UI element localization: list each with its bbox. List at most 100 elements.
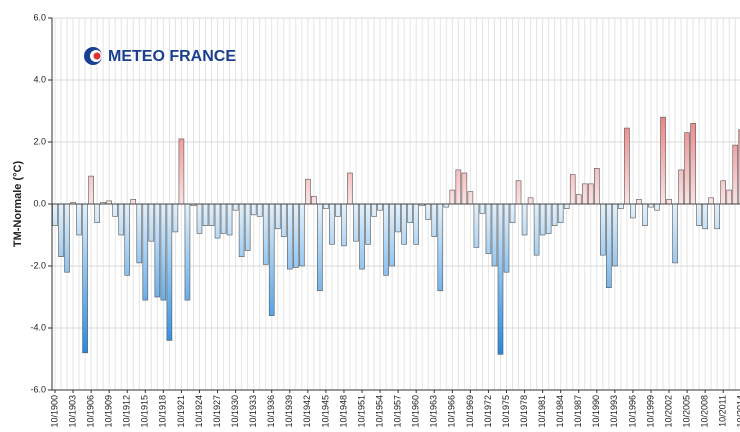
bar (377, 203, 383, 211)
bar (449, 189, 456, 205)
bar (395, 203, 401, 233)
bar (533, 203, 540, 256)
x-tick-label: 10/1984 (555, 395, 565, 428)
bar (383, 203, 389, 276)
x-tick-label: 10/1927 (212, 395, 222, 428)
y-tick-label: -2.0 (30, 260, 46, 270)
bar (630, 203, 636, 219)
bar (696, 203, 702, 227)
x-tick-label: 10/1996 (627, 395, 637, 428)
bar (636, 199, 642, 205)
x-tick-label: 10/1975 (501, 395, 511, 428)
x-tick-label: 10/1978 (519, 395, 529, 428)
x-tick-label: 10/1960 (411, 395, 421, 428)
y-tick-label: -4.0 (30, 322, 46, 332)
bar (124, 203, 131, 276)
x-tick-label: 10/2002 (663, 395, 673, 428)
bar (690, 123, 696, 205)
x-tick-label: 10/1948 (338, 395, 348, 428)
x-tick-label: 10/1924 (194, 395, 204, 428)
bar (425, 203, 432, 220)
bar (202, 203, 209, 227)
bar (184, 203, 191, 301)
bar (196, 203, 203, 234)
x-tick-label: 10/1930 (230, 395, 240, 428)
x-tick-label: 10/1903 (67, 395, 77, 428)
bar (172, 203, 179, 233)
bar (624, 127, 630, 205)
bar (497, 203, 504, 355)
bar (208, 203, 215, 227)
x-tick-label: 10/1954 (374, 395, 384, 428)
bar (359, 203, 365, 270)
bar (702, 203, 708, 230)
bar (64, 203, 70, 273)
bar (262, 203, 269, 265)
bar (58, 203, 64, 258)
bar (515, 180, 522, 205)
x-tick-label: 10/1918 (158, 395, 168, 428)
bar (178, 138, 185, 205)
x-tick-label: 10/1906 (85, 395, 95, 428)
bar (286, 203, 293, 270)
x-tick-label: 10/1933 (248, 395, 258, 428)
bar (317, 203, 323, 292)
bar (142, 203, 149, 301)
bar (220, 203, 227, 234)
x-tick-label: 10/1969 (465, 395, 475, 428)
bar (527, 197, 534, 205)
bar (292, 203, 299, 268)
x-tick-label: 10/1963 (429, 395, 439, 428)
x-tick-label: 10/1981 (537, 395, 547, 428)
bar (581, 183, 588, 205)
bar (52, 203, 58, 227)
bar (94, 203, 100, 223)
bar (575, 194, 582, 205)
bar (726, 189, 733, 205)
bar (76, 203, 82, 236)
bar (214, 203, 221, 239)
bars (52, 116, 740, 355)
logo-text: METEO FRANCE (108, 48, 236, 65)
bar (118, 203, 125, 236)
y-tick-label: 2.0 (33, 136, 46, 146)
bar (678, 169, 684, 205)
bar (335, 203, 341, 217)
bar (521, 203, 528, 236)
bar (600, 203, 606, 256)
bar (371, 203, 377, 217)
bar (130, 199, 137, 205)
bar (551, 203, 558, 227)
bar (238, 203, 245, 258)
x-tick-label: 10/1990 (591, 395, 601, 428)
x-tick-label: 10/2011 (718, 395, 728, 427)
bar (666, 199, 672, 205)
bar (250, 203, 257, 216)
bar (642, 203, 648, 227)
x-tick-label: 10/1942 (302, 395, 312, 428)
bar (88, 175, 94, 205)
bar (563, 203, 570, 209)
bar (112, 203, 118, 217)
x-tick-label: 10/1921 (176, 395, 186, 428)
x-tick-label: 10/1912 (122, 395, 132, 428)
bar (461, 172, 468, 205)
bar (618, 203, 624, 209)
bar (299, 203, 305, 267)
bar (684, 132, 690, 205)
bar (720, 180, 727, 205)
bar (539, 203, 546, 236)
bar (166, 203, 173, 341)
x-tick-label: 10/1972 (483, 395, 493, 428)
x-tick-label: 10/1951 (356, 395, 366, 428)
x-tick-label: 10/1939 (284, 395, 294, 428)
bar (708, 197, 714, 205)
bar (413, 203, 420, 245)
y-tick-label: -6.0 (30, 384, 46, 394)
bar (347, 172, 353, 205)
bar (329, 203, 335, 245)
bar (545, 203, 552, 234)
bar (160, 203, 167, 301)
x-tick-label: 10/1987 (573, 395, 583, 428)
